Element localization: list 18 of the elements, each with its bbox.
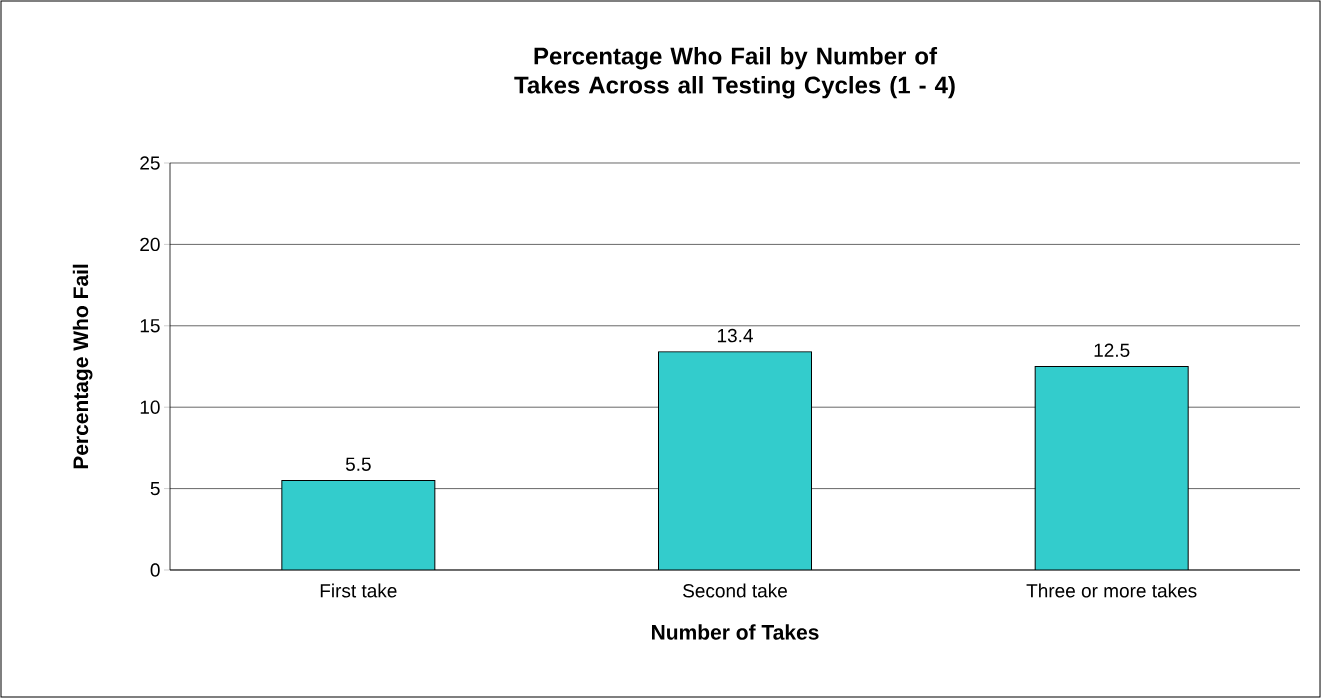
data-label: 12.5 [1094, 343, 1130, 357]
x-tick-label: Second take [683, 583, 787, 598]
y-tick-label: 10 [140, 400, 160, 414]
data-label: 13.4 [717, 328, 753, 343]
x-tick-label: First take [320, 583, 397, 598]
y-tick-label: 0 [150, 563, 160, 577]
bar [1034, 366, 1189, 570]
x-tick-label: Three or more takes [1026, 583, 1197, 598]
y-tick-label: 5 [150, 481, 160, 496]
y-tick-label: 20 [140, 237, 160, 252]
y-tick-label: 15 [140, 319, 160, 333]
y-tick-label: 25 [140, 156, 160, 170]
y-axis-title: Percentage Who Fail [72, 264, 93, 469]
bar [658, 351, 812, 570]
bar [281, 480, 435, 570]
data-label: 5.5 [345, 457, 371, 471]
x-axis-title: Number of Takes [652, 624, 819, 640]
chart-title: Percentage Who Fail by Number of Takes Across all Testing Cycles (1 - 4) [514, 46, 955, 99]
